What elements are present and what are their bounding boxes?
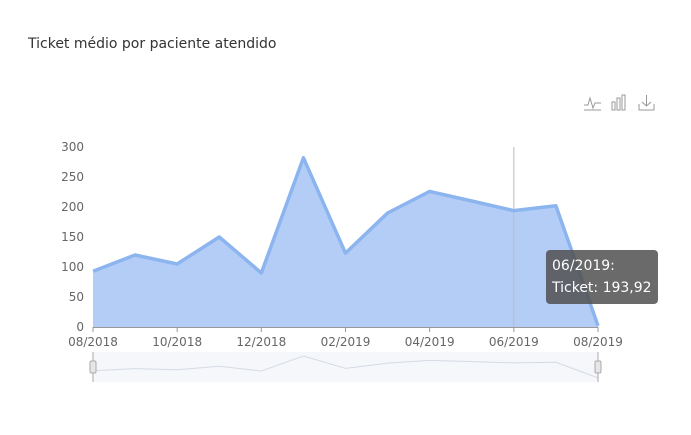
series-line [92, 156, 600, 327]
tooltip-value: Ticket: 193,92 [552, 280, 652, 296]
y-tick-label: 250 [61, 170, 84, 184]
x-tick-label: 12/2018 [236, 335, 286, 349]
tooltip-label: 06/2019: [552, 258, 615, 274]
y-tick-label: 150 [61, 230, 84, 244]
x-tick-label: 06/2019 [489, 335, 539, 349]
y-tick-label: 0 [76, 320, 84, 334]
chart-title: Ticket médio por paciente atendido [28, 36, 277, 52]
y-tick-label: 200 [61, 200, 84, 214]
data-zoom-track [93, 352, 598, 382]
download-icon[interactable] [638, 94, 655, 111]
data-zoom-handle-right[interactable] [594, 360, 602, 374]
x-tick-label: 08/2018 [68, 335, 118, 349]
y-tick-label: 50 [69, 290, 84, 304]
x-tick-label: 02/2019 [321, 335, 371, 349]
data-zoom-handle-left[interactable] [89, 360, 97, 374]
chart-toolbox [584, 94, 655, 111]
chart-tooltip: 06/2019: Ticket: 193,92 [546, 250, 658, 304]
line-chart-icon[interactable] [584, 94, 601, 111]
data-zoom-preview [92, 355, 599, 379]
y-tick-label: 100 [61, 260, 84, 274]
x-tick-label: 08/2019 [573, 335, 623, 349]
x-tick-label: 10/2018 [152, 335, 202, 349]
bar-chart-icon[interactable] [611, 94, 628, 111]
x-tick-label: 04/2019 [405, 335, 455, 349]
series-area [93, 157, 598, 327]
y-tick-label: 300 [61, 140, 84, 154]
